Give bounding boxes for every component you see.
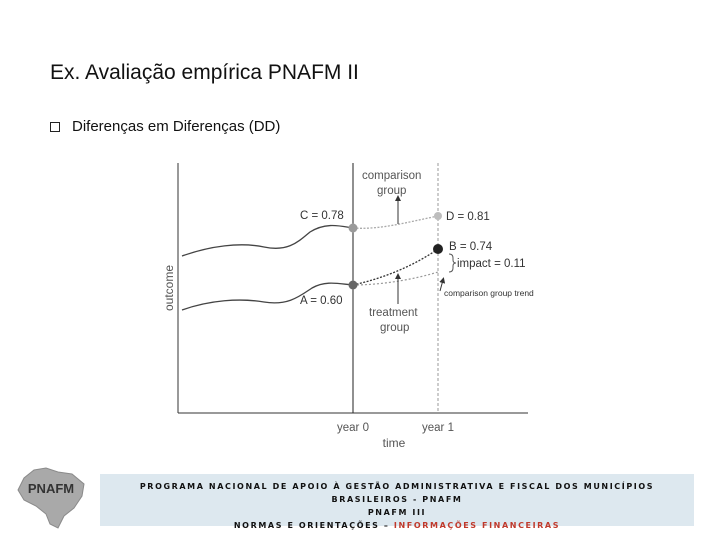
point-a	[348, 280, 358, 290]
dd-chart: C = 0.78 D = 0.81 A = 0.60 B = 0.74 comp…	[162, 163, 534, 450]
impact-brace	[448, 253, 457, 273]
point-b	[433, 244, 443, 254]
comparison-trend-line	[352, 271, 439, 286]
trend-label: comparison group trend	[444, 288, 534, 298]
comparison-label-line1: comparison	[362, 170, 421, 182]
footer-line-2: PNAFM III	[367, 508, 427, 517]
footer-line-3-prefix: NORMAS E ORIENTAÇÕES –	[233, 521, 390, 530]
treatment-curve	[181, 282, 354, 311]
impact-label: impact = 0.11	[457, 258, 526, 270]
point-d	[434, 212, 442, 220]
x-axis-label: time	[383, 436, 406, 450]
brazil-map-shape	[17, 467, 85, 529]
footer-line-3-highlight: INFORMAÇÕES FINANCEIRAS	[393, 521, 561, 530]
slide-title: Ex. Avaliação empírica PNAFM II	[50, 61, 359, 84]
trend-arrow	[439, 277, 446, 292]
comparison-post-segment	[352, 215, 439, 229]
label-c: C = 0.78	[300, 210, 344, 222]
label-d: D = 0.81	[446, 211, 490, 223]
label-a: A = 0.60	[300, 295, 343, 307]
tick-year0: year 0	[337, 422, 369, 434]
tick-year1: year 1	[422, 422, 454, 434]
footer-line-3: NORMAS E ORIENTAÇÕES – INFORMAÇÕES FINAN…	[100, 519, 694, 532]
treatment-label-line2: group	[380, 322, 409, 334]
logo-text: PNAFM	[28, 481, 74, 496]
bullet-text: Diferenças em Diferenças (DD)	[72, 118, 281, 135]
y-axis-label: outcome	[162, 265, 176, 311]
treatment-label-line1: treatment	[369, 307, 418, 319]
footer-line-1: PROGRAMA NACIONAL DE APOIO À GESTÃO ADMI…	[139, 482, 655, 504]
label-b: B = 0.74	[449, 241, 493, 253]
pnafm-logo: PNAFM	[17, 467, 85, 529]
comparison-label-line2: group	[377, 185, 406, 197]
treatment-post-segment	[352, 248, 439, 286]
bullet-item: Diferenças em Diferenças (DD)	[50, 118, 280, 135]
comparison-curve	[181, 224, 354, 257]
checkbox-bullet-icon	[50, 121, 60, 132]
point-c	[348, 223, 358, 233]
footer-banner: PROGRAMA NACIONAL DE APOIO À GESTÃO ADMI…	[100, 474, 694, 530]
